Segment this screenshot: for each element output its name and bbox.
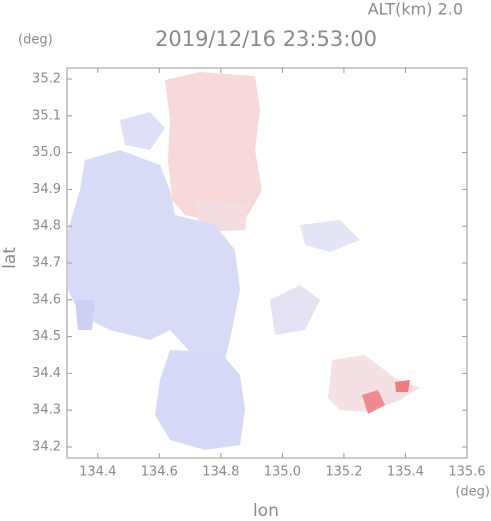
x-tick-label: 134.8: [202, 465, 239, 480]
velocity-field: [68, 72, 420, 450]
y-tick-label: 35.2: [32, 72, 61, 87]
y-tick-label: 34.9: [32, 182, 61, 197]
y-tick-label: 34.2: [32, 439, 61, 454]
x-tick-label: 135.6: [448, 465, 485, 480]
x-unit: (deg): [455, 485, 490, 500]
y-tick-label: 34.8: [32, 219, 61, 234]
y-tick-label: 34.3: [32, 403, 61, 418]
x-axis-label: lon: [253, 501, 279, 521]
x-tick-label: 134.6: [141, 465, 178, 480]
x-tick-label: 135.2: [325, 465, 362, 480]
y-tick-label: 34.7: [32, 256, 61, 271]
y-tick-label: 35.0: [32, 145, 61, 160]
x-tick-label: 135.4: [387, 465, 424, 480]
subtitle: ALT(km) 2.0: [368, 0, 463, 19]
y-unit: (deg): [18, 33, 53, 48]
y-tick-label: 34.6: [32, 292, 61, 307]
y-tick-label: 34.5: [32, 329, 61, 344]
x-tick-label: 135.0: [264, 465, 301, 480]
y-axis-label: lat: [0, 247, 20, 269]
y-tick-label: 34.4: [32, 366, 61, 381]
x-tick-label: 134.4: [79, 465, 116, 480]
chart-title: 2019/12/16 23:53:00: [155, 27, 377, 51]
y-tick-label: 35.1: [32, 108, 61, 123]
